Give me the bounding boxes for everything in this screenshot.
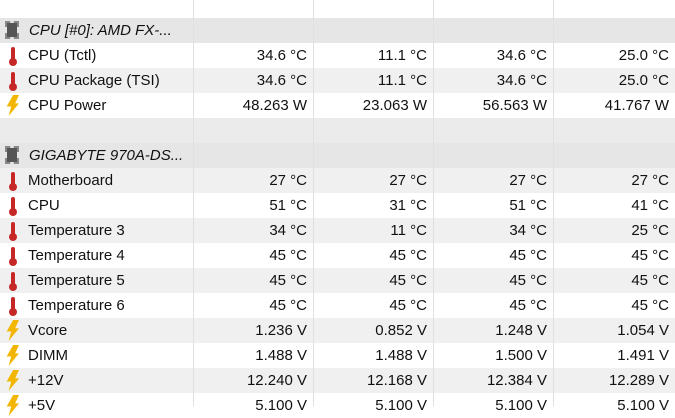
temp-icon <box>9 272 17 291</box>
sensor-row[interactable]: CPU Package (TSI) 34.6 °C 11.1 °C 34.6 °C 25… <box>0 68 675 93</box>
voltage-icon <box>6 345 19 366</box>
sensor-label: DIMM <box>28 347 68 364</box>
sensor-value: 51 °C <box>269 197 307 214</box>
sensor-value: 34.6 °C <box>256 47 307 64</box>
sensor-value: 25.0 °C <box>618 47 669 64</box>
group-name: CPU [#0]: AMD FX-... <box>29 22 172 39</box>
spacer-row <box>0 118 675 143</box>
sensor-label: Temperature 4 <box>28 247 125 264</box>
sensor-row <box>0 0 675 18</box>
voltage-icon <box>6 370 19 391</box>
sensor-value: 1.248 V <box>495 322 547 339</box>
sensor-label: +12V <box>28 372 64 389</box>
sensor-row[interactable]: CPU Power 48.263 W 23.063 W 56.563 W 41.767 … <box>0 93 675 118</box>
temp-icon <box>9 197 17 216</box>
sensor-label: CPU Power <box>28 97 107 114</box>
sensor-label: Temperature 6 <box>28 297 125 314</box>
sensor-value: 34.6 °C <box>256 72 307 89</box>
sensor-value: 1.488 V <box>255 347 307 364</box>
sensor-value: 45 °C <box>389 297 427 314</box>
sensor-row[interactable]: Temperature 4 45 °C 45 °C 45 °C 45 °C <box>0 243 675 268</box>
sensor-value: 25 °C <box>631 222 669 239</box>
sensor-label: CPU <box>28 197 60 214</box>
sensor-value: 34 °C <box>509 222 547 239</box>
sensor-value: 23.063 W <box>362 97 427 114</box>
group-name: GIGABYTE 970A-DS... <box>29 147 184 164</box>
chip-icon <box>5 21 19 39</box>
sensor-value: 12.384 V <box>486 372 547 389</box>
sensor-row[interactable]: CPU (Tctl) 34.6 °C 11.1 °C 34.6 °C 25.0 °C <box>0 43 675 68</box>
sensor-value: 27 °C <box>269 172 307 189</box>
sensor-value: 1.488 V <box>375 347 427 364</box>
sensor-value: 1.054 V <box>617 322 669 339</box>
sensor-value: 45 °C <box>269 272 307 289</box>
sensor-value: 12.168 V <box>366 372 427 389</box>
sensor-value: 45 °C <box>631 272 669 289</box>
sensor-value: 11.1 °C <box>377 72 427 89</box>
sensor-label: Temperature 3 <box>28 222 125 239</box>
sensor-label: Vcore <box>28 322 68 339</box>
sensor-value: 27 °C <box>631 172 669 189</box>
sensor-row[interactable]: DIMM 1.488 V 1.488 V 1.500 V 1.491 V <box>0 343 675 368</box>
sensor-label: Motherboard <box>28 172 114 189</box>
sensor-value: 45 °C <box>389 272 427 289</box>
sensor-value: 45 °C <box>509 247 547 264</box>
temp-icon <box>9 222 17 241</box>
sensor-value: 11.1 °C <box>377 47 427 64</box>
sensor-value: 0.852 V <box>375 322 427 339</box>
sensor-value: 45 °C <box>631 297 669 314</box>
sensor-value: 12.240 V <box>246 372 307 389</box>
sensor-value: 1.491 V <box>617 347 669 364</box>
chip-icon <box>5 146 19 164</box>
sensor-row[interactable]: Motherboard 27 °C 27 °C 27 °C 27 °C <box>0 168 675 193</box>
column-divider <box>193 0 194 406</box>
sensor-row[interactable]: Temperature 5 45 °C 45 °C 45 °C 45 °C <box>0 268 675 293</box>
sensor-value: 25.0 °C <box>618 72 669 89</box>
group-row[interactable]: GIGABYTE 970A-DS... <box>0 143 675 168</box>
sensor-label: CPU Package (TSI) <box>28 72 160 89</box>
sensor-value: 41.767 W <box>604 97 669 114</box>
power-icon <box>6 95 19 116</box>
column-divider <box>313 0 314 406</box>
sensor-value: 45 °C <box>631 247 669 264</box>
voltage-icon <box>6 320 19 341</box>
sensor-value: 34.6 °C <box>496 47 547 64</box>
temp-icon <box>9 297 17 316</box>
sensor-value: 31 °C <box>389 197 427 214</box>
sensor-row[interactable]: Temperature 6 45 °C 45 °C 45 °C 45 °C <box>0 293 675 318</box>
sensor-value: 11 °C <box>390 222 427 239</box>
sensor-value: 45 °C <box>389 247 427 264</box>
column-divider <box>553 0 554 406</box>
temp-icon <box>9 247 17 266</box>
sensor-value: 27 °C <box>509 172 547 189</box>
sensor-value: 45 °C <box>509 272 547 289</box>
sensor-row[interactable]: +12V 12.240 V 12.168 V 12.384 V 12.289 V <box>0 368 675 393</box>
sensor-value: 41 °C <box>631 197 669 214</box>
sensor-row[interactable]: Vcore 1.236 V 0.852 V 1.248 V 1.054 V <box>0 318 675 343</box>
sensor-row[interactable]: CPU 51 °C 31 °C 51 °C 41 °C <box>0 193 675 218</box>
sensor-label: Temperature 5 <box>28 272 125 289</box>
sensor-value: 27 °C <box>389 172 427 189</box>
column-divider <box>433 0 434 406</box>
sensor-value: 34.6 °C <box>496 72 547 89</box>
sensor-value: 51 °C <box>509 197 547 214</box>
sensor-value: 45 °C <box>269 247 307 264</box>
sensor-value: 45 °C <box>269 297 307 314</box>
sensor-label: CPU (Tctl) <box>28 47 97 64</box>
sensor-value: 34 °C <box>269 222 307 239</box>
temp-icon <box>9 47 17 66</box>
sensor-value: 56.563 W <box>482 97 547 114</box>
temp-icon <box>9 172 17 191</box>
sensor-value: 1.236 V <box>255 322 307 339</box>
sensor-value: 1.500 V <box>495 347 547 364</box>
temp-icon <box>9 72 17 91</box>
sensor-value: 12.289 V <box>608 372 669 389</box>
sensor-row[interactable]: Temperature 3 34 °C 11 °C 34 °C 25 °C <box>0 218 675 243</box>
group-row[interactable]: CPU [#0]: AMD FX-... <box>0 18 675 43</box>
sensor-value: 45 °C <box>509 297 547 314</box>
sensor-value: 48.263 W <box>242 97 307 114</box>
